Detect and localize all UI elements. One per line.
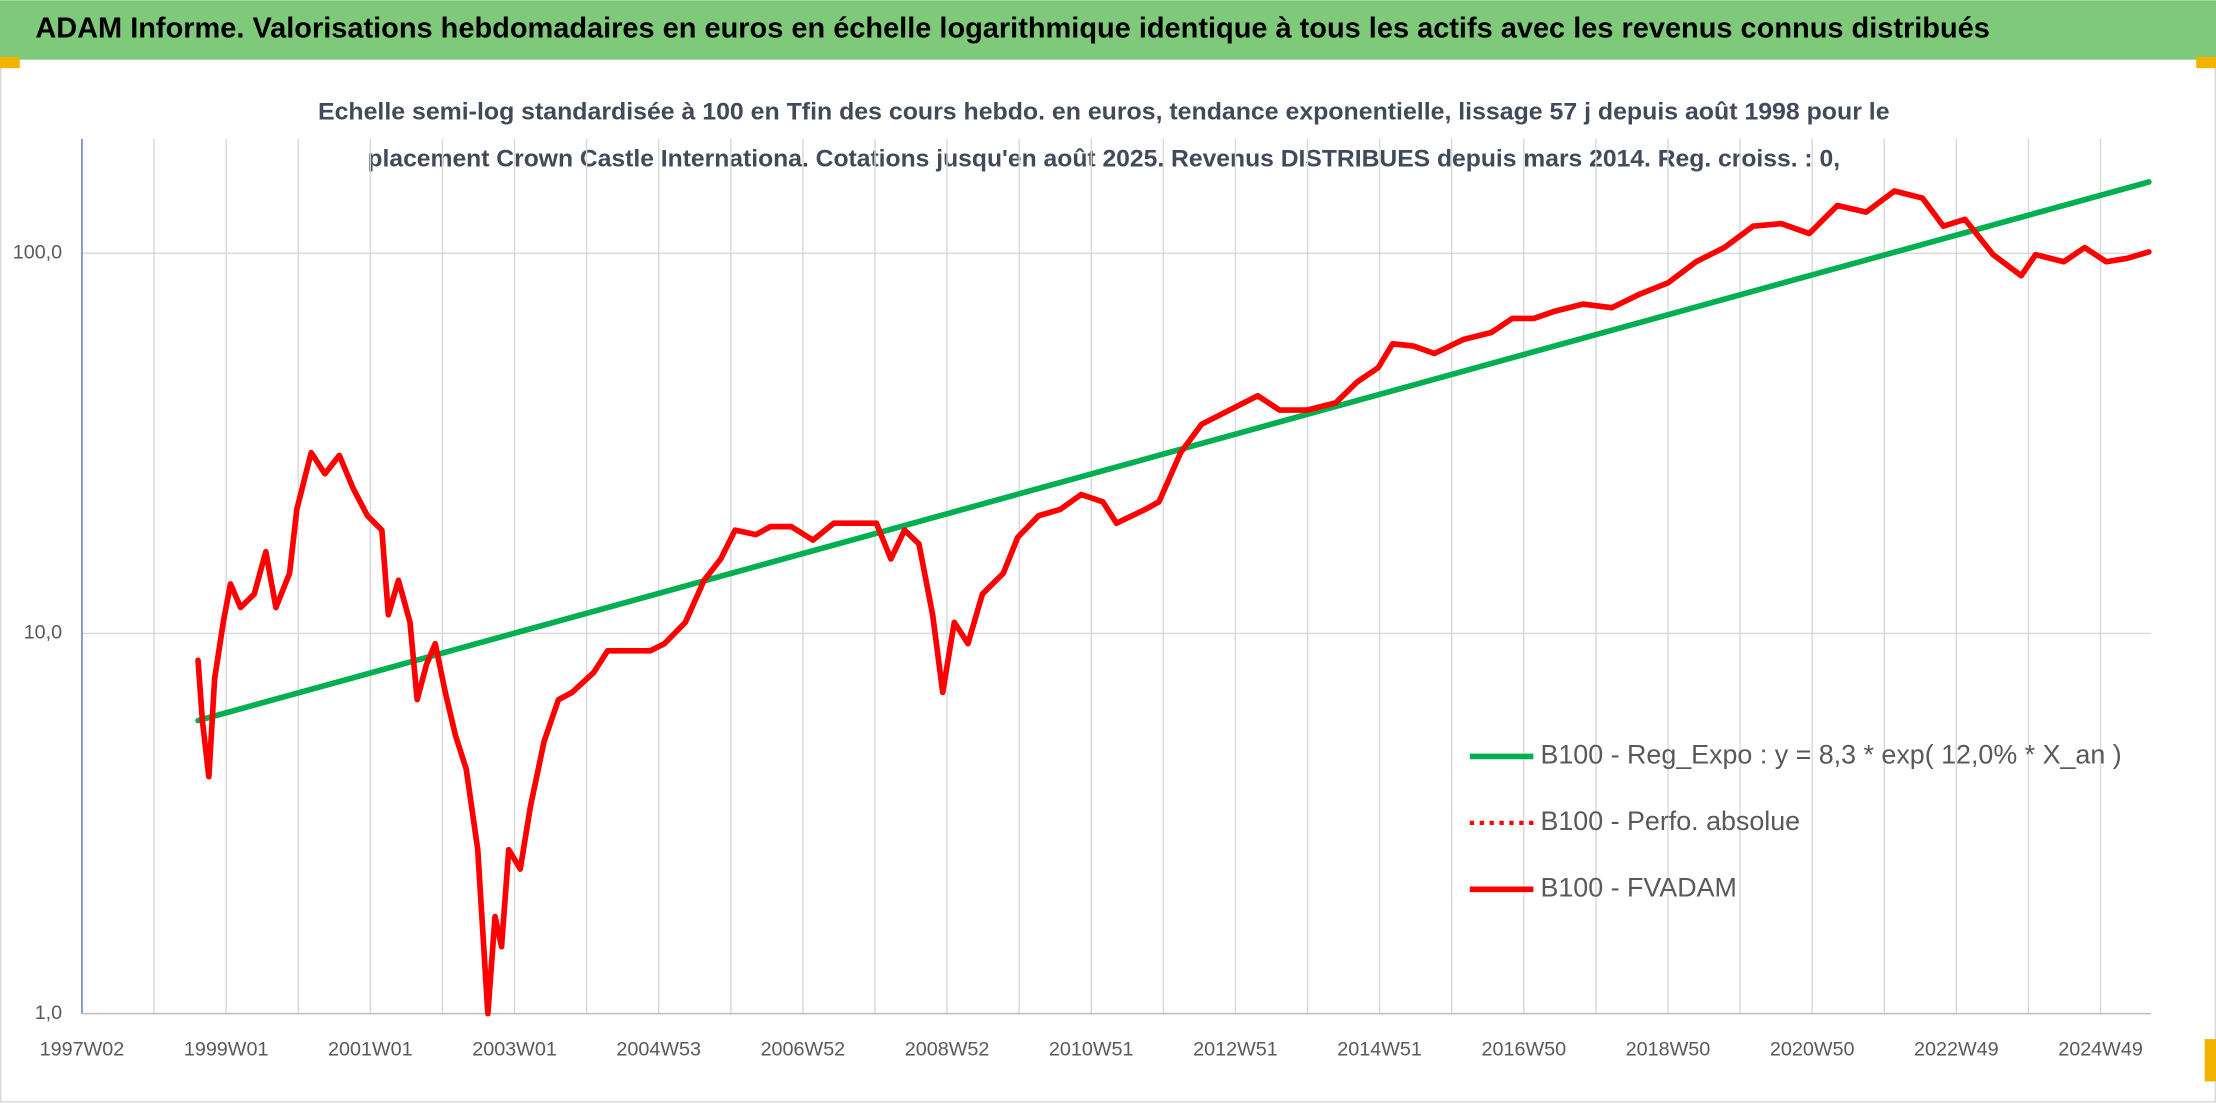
corner-mark bbox=[0, 56, 20, 69]
chart-subtitle: Echelle semi-log standardisée à 100 en T… bbox=[318, 99, 1890, 126]
corner-mark bbox=[2196, 56, 2216, 69]
x-tick-label: 2020W50 bbox=[1770, 1039, 1855, 1061]
legend-label: B100 - Reg_Expo : y = 8,3 * exp( 12,0% *… bbox=[1540, 740, 2121, 770]
title-banner bbox=[0, 0, 2216, 60]
x-tick-label: 1999W01 bbox=[184, 1039, 269, 1061]
y-tick-label: 100,0 bbox=[13, 241, 62, 263]
legend-label: B100 - Perfo. absolue bbox=[1540, 806, 1800, 836]
plot-area: 1,0 10,0 100,0 1997W02 1999W01 2001W01 2003W01… bbox=[13, 138, 2152, 1061]
x-tick-label: 2006W52 bbox=[761, 1039, 846, 1061]
x-tick-label: 2004W53 bbox=[616, 1039, 701, 1061]
x-tick-label: 2012W51 bbox=[1193, 1039, 1278, 1061]
data-line bbox=[195, 179, 2152, 724]
x-tick-label: 2008W52 bbox=[905, 1039, 990, 1061]
x-tick-label: 2024W49 bbox=[2058, 1039, 2143, 1061]
y-tick-label: 1,0 bbox=[35, 1002, 62, 1024]
x-tick-label: 2003W01 bbox=[472, 1039, 557, 1061]
x-tick-label: 2022W49 bbox=[1914, 1039, 1999, 1061]
legend-label: B100 - FVADAM bbox=[1540, 872, 1736, 902]
x-tick-label: 2001W01 bbox=[328, 1039, 413, 1061]
chart-title: ADAM Informe. Valorisations hebdomadaire… bbox=[35, 11, 1990, 43]
x-tick-label: 2014W51 bbox=[1337, 1039, 1422, 1061]
x-tick-label: 1997W02 bbox=[40, 1039, 125, 1061]
x-tick-label: 2010W51 bbox=[1049, 1039, 1134, 1061]
x-tick-label: 2016W50 bbox=[1481, 1039, 1566, 1061]
corner-mark bbox=[2204, 1039, 2216, 1082]
x-tick-label: 2018W50 bbox=[1626, 1039, 1711, 1061]
data-line bbox=[195, 188, 2152, 1017]
y-tick-label: 10,0 bbox=[24, 622, 62, 644]
chart-subtitle: placement Crown Castle Internationa. Cot… bbox=[367, 145, 1840, 172]
